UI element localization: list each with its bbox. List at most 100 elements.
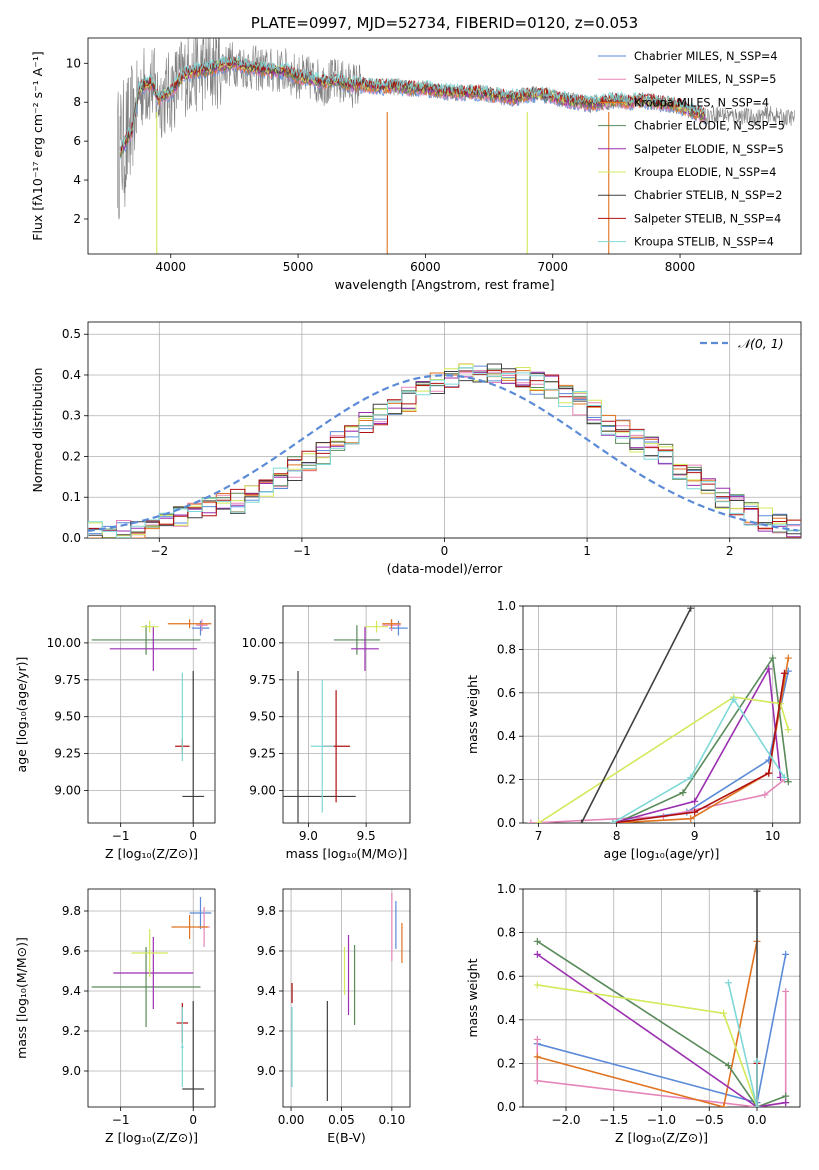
legend-label-kroupa_elodie: Kroupa ELODIE, N_SSP=4 <box>634 166 776 179</box>
y-tick-label: 9.4 <box>62 984 81 998</box>
x-tick-label: 0.0 <box>747 1113 766 1127</box>
x-tick-label: 0.05 <box>328 1113 355 1127</box>
x-tick-label: −2 <box>150 544 168 558</box>
weight-series-salpeter_elodie <box>609 665 784 823</box>
errorbar-point-kroupa_miles <box>171 915 208 939</box>
x-axis-label: (data-model)/error <box>387 561 504 576</box>
weight-marker <box>730 695 738 703</box>
y-tick-label: 9.8 <box>62 904 81 918</box>
weight-line <box>537 984 758 1107</box>
y-tick-label: 0.4 <box>497 729 516 743</box>
errorbar-point-chabrier_miles <box>189 897 212 929</box>
y-tick-label: 10 <box>66 56 81 70</box>
y-tick-label: 6 <box>73 134 81 148</box>
x-axis-label: age [log₁₀(age/yr)] <box>604 846 720 861</box>
x-tick-label: 9.0 <box>299 829 318 843</box>
y-tick-label: 9.50 <box>249 710 276 724</box>
z-vs-age-panel: −1 0 9.00 9.25 9.50 9.75 10.00 Z [log₁₀(Z/Z⊙)] a… <box>14 605 216 861</box>
x-tick-label: 8000 <box>665 260 696 274</box>
legend-label-chabrier_miles: Chabrier MILES, N_SSP=4 <box>634 50 777 63</box>
x-tick-label: −1 <box>112 829 130 843</box>
x-tick-label: 9.5 <box>357 829 376 843</box>
spectrum-legend: Chabrier MILES, N_SSP=4 Salpeter MILES, N… <box>598 50 785 249</box>
errorbar-point-chabrier_elodie <box>91 947 201 1027</box>
errorbar-point-chabrier_stelib <box>182 1001 205 1107</box>
errorbar-point-chabrier_elodie <box>91 625 201 655</box>
weight-marker <box>761 791 769 799</box>
gridlines <box>88 889 215 1107</box>
legend-label-chabrier_stelib: Chabrier STELIB, N_SSP=2 <box>634 189 782 202</box>
weight-marker <box>535 819 543 823</box>
weight-marker <box>782 1092 790 1100</box>
x-axis-label: E(B-V) <box>327 1130 366 1145</box>
z-vs-mass-panel: −1 0 9.0 9.2 9.4 9.6 9.8 Z [log₁₀(Z/Z⊙)] mass [l… <box>14 888 216 1145</box>
weight-marker <box>753 1103 761 1107</box>
y-axis-label: mass weight <box>465 958 480 1037</box>
x-tick-label: 10 <box>765 829 780 843</box>
ebv-vs-mass-plot-area <box>291 893 403 1101</box>
weight-marker <box>533 950 541 958</box>
y-tick-label: 9.75 <box>54 673 81 687</box>
legend-label-salpeter_elodie: Salpeter ELODIE, N_SSP=5 <box>634 143 784 156</box>
legend-label-kroupa_stelib: Kroupa STELIB, N_SSP=4 <box>634 236 774 249</box>
weight-series-chabrier_stelib <box>578 606 695 823</box>
weight-marker <box>527 819 535 823</box>
errorbar-point-salpeter_elodie <box>351 626 379 671</box>
y-tick-label: 10.00 <box>242 636 276 650</box>
histogram-kroupa_stelib <box>88 367 801 538</box>
x-tick-label: 0 <box>441 544 449 558</box>
y-axis-label: mass [log₁₀(M/M⊙)] <box>14 937 29 1059</box>
y-axis-label: Normed distribution <box>30 368 45 493</box>
y-tick-label: 0.3 <box>62 409 81 423</box>
weight-marker <box>724 979 732 987</box>
weight-marker <box>782 1099 790 1107</box>
y-tick-label: 4 <box>73 173 81 187</box>
weight-marker <box>780 773 788 781</box>
x-tick-label: −2.0 <box>551 1113 580 1127</box>
errorbar-point-kroupa_miles <box>382 619 401 629</box>
y-axis-label: Flux [fλ10⁻¹⁷ erg cm⁻² s⁻¹ A⁻¹] <box>30 51 45 240</box>
spectrum-panel: PLATE=0997, MJD=52734, FIBERID=0120, z=0… <box>30 14 802 292</box>
axes-frame <box>87 37 802 255</box>
weight-marker <box>769 654 777 662</box>
weight-marker <box>687 815 695 823</box>
histogram-panel: −2 −1 0 1 2 0.0 0.1 0.2 0.3 0.4 0.5 (data-model)/er… <box>30 321 802 576</box>
age-vs-weight-plot-area <box>527 606 792 823</box>
errorbar-point-chabrier_miles <box>191 620 210 636</box>
histogram-plot-area <box>88 363 801 538</box>
y-tick-label: 9.4 <box>257 984 276 998</box>
weight-line <box>727 982 758 1107</box>
weight-line <box>536 953 786 1107</box>
y-tick-label: 8 <box>73 95 81 109</box>
y-tick-label: 1.0 <box>497 882 516 896</box>
x-axis-label: Z [log₁₀(Z/Z⊙)] <box>615 1130 708 1145</box>
errorbar-point-chabrier_stelib <box>182 670 205 823</box>
weight-marker <box>691 797 699 805</box>
y-tick-label: 9.2 <box>257 1024 276 1038</box>
weight-marker <box>533 937 541 945</box>
y-axis-label: mass weight <box>465 675 480 754</box>
y-tick-label: 9.50 <box>54 710 81 724</box>
weight-series-kroupa_miles <box>609 654 792 823</box>
axes-frame <box>87 605 216 824</box>
weight-line <box>616 655 790 823</box>
weight-series-salpeter_stelib <box>609 669 788 823</box>
errorbar-point-kroupa_elodie <box>364 620 389 633</box>
errorbar-point-kroupa_elodie <box>140 620 159 633</box>
weight-line <box>612 666 782 823</box>
z-vs-weight-panel: −2.0 −1.5 −1.0 −0.5 0.0 0.0 0.2 0.4 0.6 0.8 1.0 Z [… <box>465 882 801 1145</box>
x-axis-label: Z [log₁₀(Z/Z⊙)] <box>105 846 198 861</box>
weight-marker <box>784 654 792 662</box>
weight-line <box>612 673 786 823</box>
weight-marker <box>753 1057 761 1065</box>
y-tick-label: 9.0 <box>257 1064 276 1078</box>
weight-marker <box>720 1103 728 1107</box>
x-tick-label: 0 <box>189 829 197 843</box>
gridlines <box>523 605 800 824</box>
weight-line <box>580 607 692 823</box>
weight-series-chabrier_elodie <box>613 654 792 823</box>
weight-marker <box>533 1053 541 1061</box>
y-tick-label: 9.6 <box>62 944 81 958</box>
weight-marker <box>533 1035 541 1043</box>
